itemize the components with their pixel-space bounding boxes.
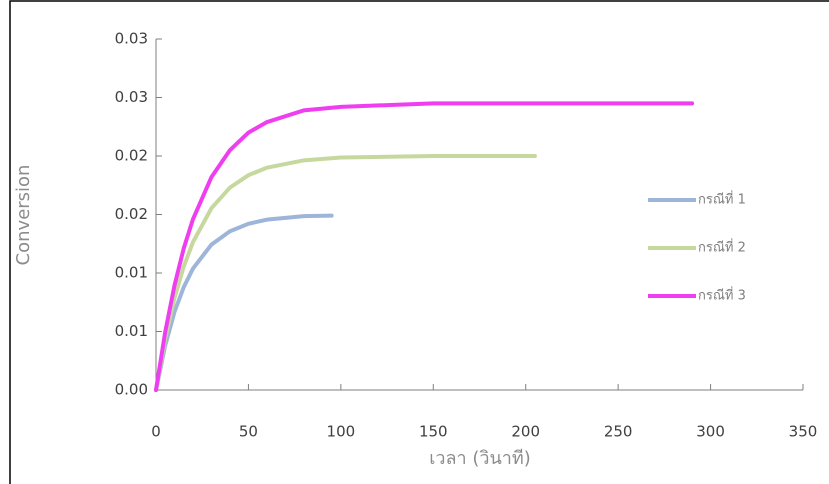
x-axis-title: เวลา (วินาที) bbox=[429, 448, 531, 469]
x-tick-label: 350 bbox=[789, 423, 818, 441]
x-tick-label: 300 bbox=[696, 423, 725, 441]
y-axis-title: Conversion bbox=[13, 165, 34, 266]
x-tick-label: 150 bbox=[419, 423, 448, 441]
y-tick-label: 0.00 bbox=[115, 381, 148, 399]
x-tick-label: 50 bbox=[239, 423, 258, 441]
y-tick-label: 0.02 bbox=[115, 147, 148, 165]
legend-label: กรณีที่ 1 bbox=[698, 191, 746, 208]
y-tick-label: 0.01 bbox=[115, 264, 148, 282]
x-tick-label: 250 bbox=[604, 423, 633, 441]
y-tick-label: 0.03 bbox=[115, 30, 148, 48]
y-tick-label: 0.01 bbox=[115, 322, 148, 340]
x-tick-label: 0 bbox=[151, 423, 161, 441]
line bbox=[156, 103, 692, 390]
legend-label: กรณีที่ 2 bbox=[698, 239, 746, 256]
x-tick-label: 200 bbox=[511, 423, 540, 441]
y-tick-label: 0.03 bbox=[115, 88, 148, 106]
y-tick-label: 0.02 bbox=[115, 205, 148, 223]
x-tick-label: 100 bbox=[327, 423, 356, 441]
line bbox=[156, 156, 535, 390]
line bbox=[156, 216, 332, 390]
legend-label: กรณีที่ 3 bbox=[698, 287, 746, 304]
chart: Conversion เวลา (วินาที) 0.00 0.01 0.01 0.0… bbox=[0, 0, 829, 484]
